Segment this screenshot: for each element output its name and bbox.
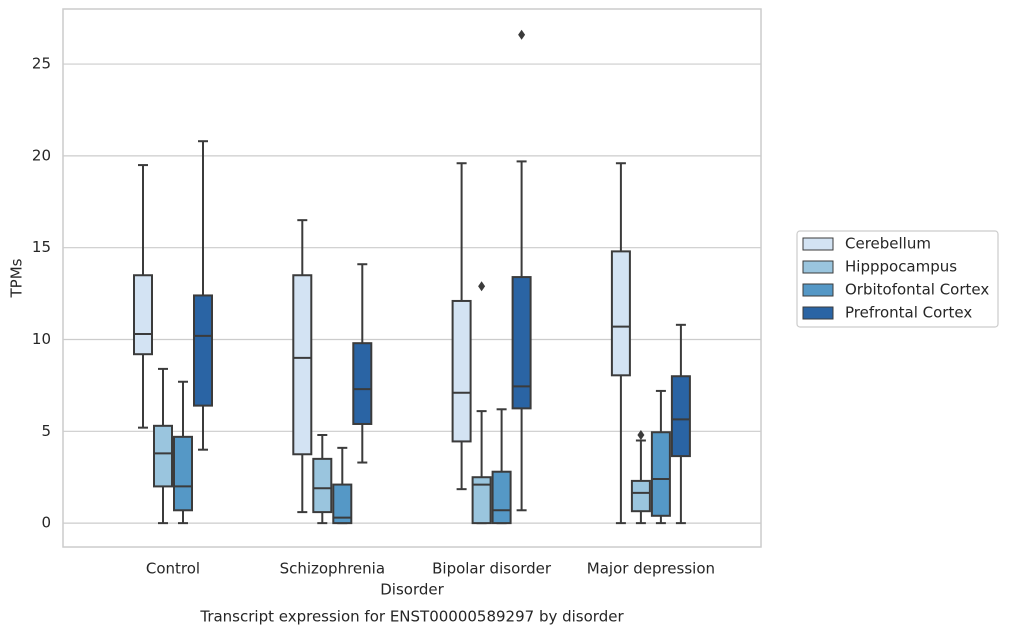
legend-label: Orbitofontal Cortex xyxy=(845,281,989,299)
box xyxy=(451,299,472,443)
y-axis-label: TPMs xyxy=(8,258,26,298)
box xyxy=(471,476,492,525)
box xyxy=(650,431,671,517)
legend-label: Hipppocampus xyxy=(845,258,957,276)
box xyxy=(133,274,153,356)
box xyxy=(511,276,532,410)
box xyxy=(352,342,373,425)
outlier xyxy=(478,281,486,292)
chart-title: Transcript expression for ENST0000058929… xyxy=(199,608,624,626)
box xyxy=(332,483,353,525)
x-axis-label: Disorder xyxy=(380,581,444,599)
y-tick-label: 20 xyxy=(32,146,51,164)
y-tick-label: 0 xyxy=(41,514,51,532)
legend-swatch xyxy=(802,237,834,251)
x-tick-label: Bipolar disorder xyxy=(432,560,552,578)
y-tick-label: 25 xyxy=(32,55,51,73)
box xyxy=(670,375,691,458)
plot-frame xyxy=(62,8,762,548)
y-tick-label: 5 xyxy=(41,422,51,440)
x-tick-label: Schizophrenia xyxy=(280,560,385,578)
y-tick-label: 15 xyxy=(32,238,51,256)
outlier xyxy=(518,29,526,40)
box xyxy=(610,250,631,377)
legend-label: Cerebellum xyxy=(845,235,931,253)
box xyxy=(292,274,313,456)
y-tick-label: 10 xyxy=(32,330,51,348)
outlier xyxy=(637,429,645,440)
legend-label: Prefrontal Cortex xyxy=(845,304,972,322)
box xyxy=(193,294,213,407)
x-tick-label: Control xyxy=(146,560,200,578)
legend-swatch xyxy=(802,283,834,297)
legend-swatch xyxy=(802,306,834,320)
box xyxy=(312,457,333,514)
x-tick-label: Major depression xyxy=(587,560,715,578)
box xyxy=(630,479,651,513)
box xyxy=(491,470,512,525)
legend-swatch xyxy=(802,260,834,274)
box xyxy=(153,424,173,488)
legend-frame xyxy=(796,230,999,328)
box xyxy=(173,435,193,512)
